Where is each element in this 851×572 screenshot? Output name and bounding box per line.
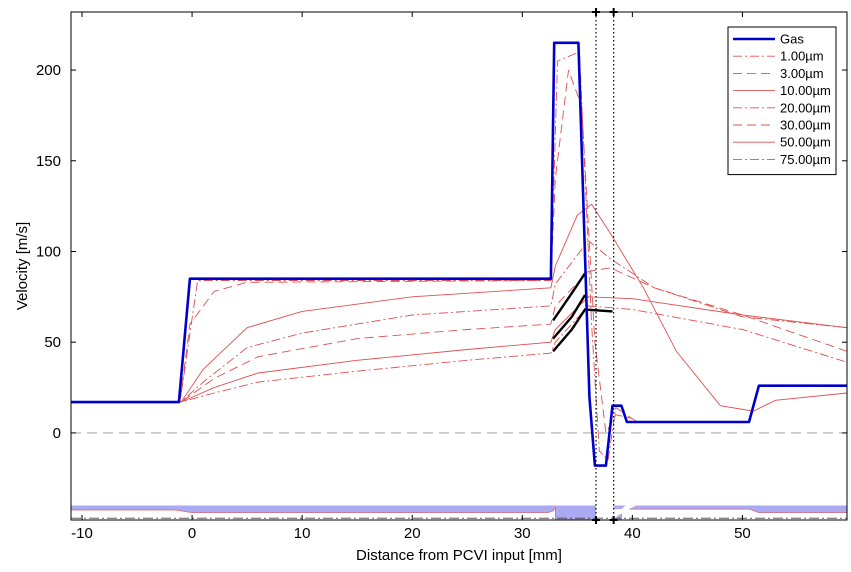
axis-ticks: -10 0 10 20 30 40 50 0 50 100 150 200 bbox=[36, 12, 847, 542]
legend-box bbox=[727, 26, 837, 176]
series-line-particle-5 bbox=[71, 267, 847, 403]
series-line-particle-3 bbox=[71, 203, 847, 412]
x-tick-label: 40 bbox=[624, 525, 641, 542]
highlight-segment-1 bbox=[552, 272, 587, 322]
x-tick-label: 30 bbox=[514, 525, 531, 542]
x-tick-label: -10 bbox=[71, 525, 93, 542]
legend-label: 50.00µm bbox=[780, 135, 831, 150]
y-tick-label: 150 bbox=[36, 153, 61, 170]
legend-label: 30.00µm bbox=[780, 118, 831, 133]
series-line-gas bbox=[71, 41, 847, 467]
x-tick-label: 10 bbox=[294, 525, 311, 542]
x-axis-title: Distance from PCVI input [mm] bbox=[356, 547, 562, 564]
cone-slot-top bbox=[613, 505, 636, 516]
vertical-markers bbox=[592, 8, 618, 524]
channel-gap-right bbox=[621, 508, 847, 520]
plot-frame bbox=[70, 11, 848, 521]
legend-label: 20.00µm bbox=[780, 100, 831, 115]
series-lines bbox=[71, 41, 847, 467]
x-tick-label: 0 bbox=[188, 525, 196, 542]
y-tick-label: 100 bbox=[36, 243, 61, 260]
x-tick-label: 20 bbox=[404, 525, 421, 542]
series-line-particle-2 bbox=[71, 69, 633, 435]
highlight-segment-2 bbox=[552, 294, 587, 340]
x-tick-label: 50 bbox=[734, 525, 751, 542]
y-tick-label: 50 bbox=[44, 334, 61, 351]
y-tick-label: 0 bbox=[53, 425, 61, 442]
series-line-particle-7 bbox=[71, 305, 847, 403]
legend-label: 1.00µm bbox=[780, 49, 824, 64]
legend-label: 3.00µm bbox=[780, 66, 824, 81]
series-line-particle-1 bbox=[71, 51, 639, 462]
y-tick-label: 200 bbox=[36, 62, 61, 79]
highlight-segment-3 bbox=[552, 308, 613, 353]
pcvi-channel-diagram bbox=[71, 505, 847, 520]
series-line-particle-6 bbox=[71, 296, 847, 403]
legend-label: 10.00µm bbox=[780, 83, 831, 98]
legend: Gas 1.00µm 3.00µm 10.00µm 20.00µm 30.00µm 50.0… bbox=[727, 26, 837, 176]
y-axis-title: Velocity [m/s] bbox=[14, 222, 31, 310]
legend-label: Gas bbox=[780, 32, 804, 47]
legend-label: 75.00µm bbox=[780, 152, 831, 167]
series-line-particle-4 bbox=[71, 239, 847, 403]
